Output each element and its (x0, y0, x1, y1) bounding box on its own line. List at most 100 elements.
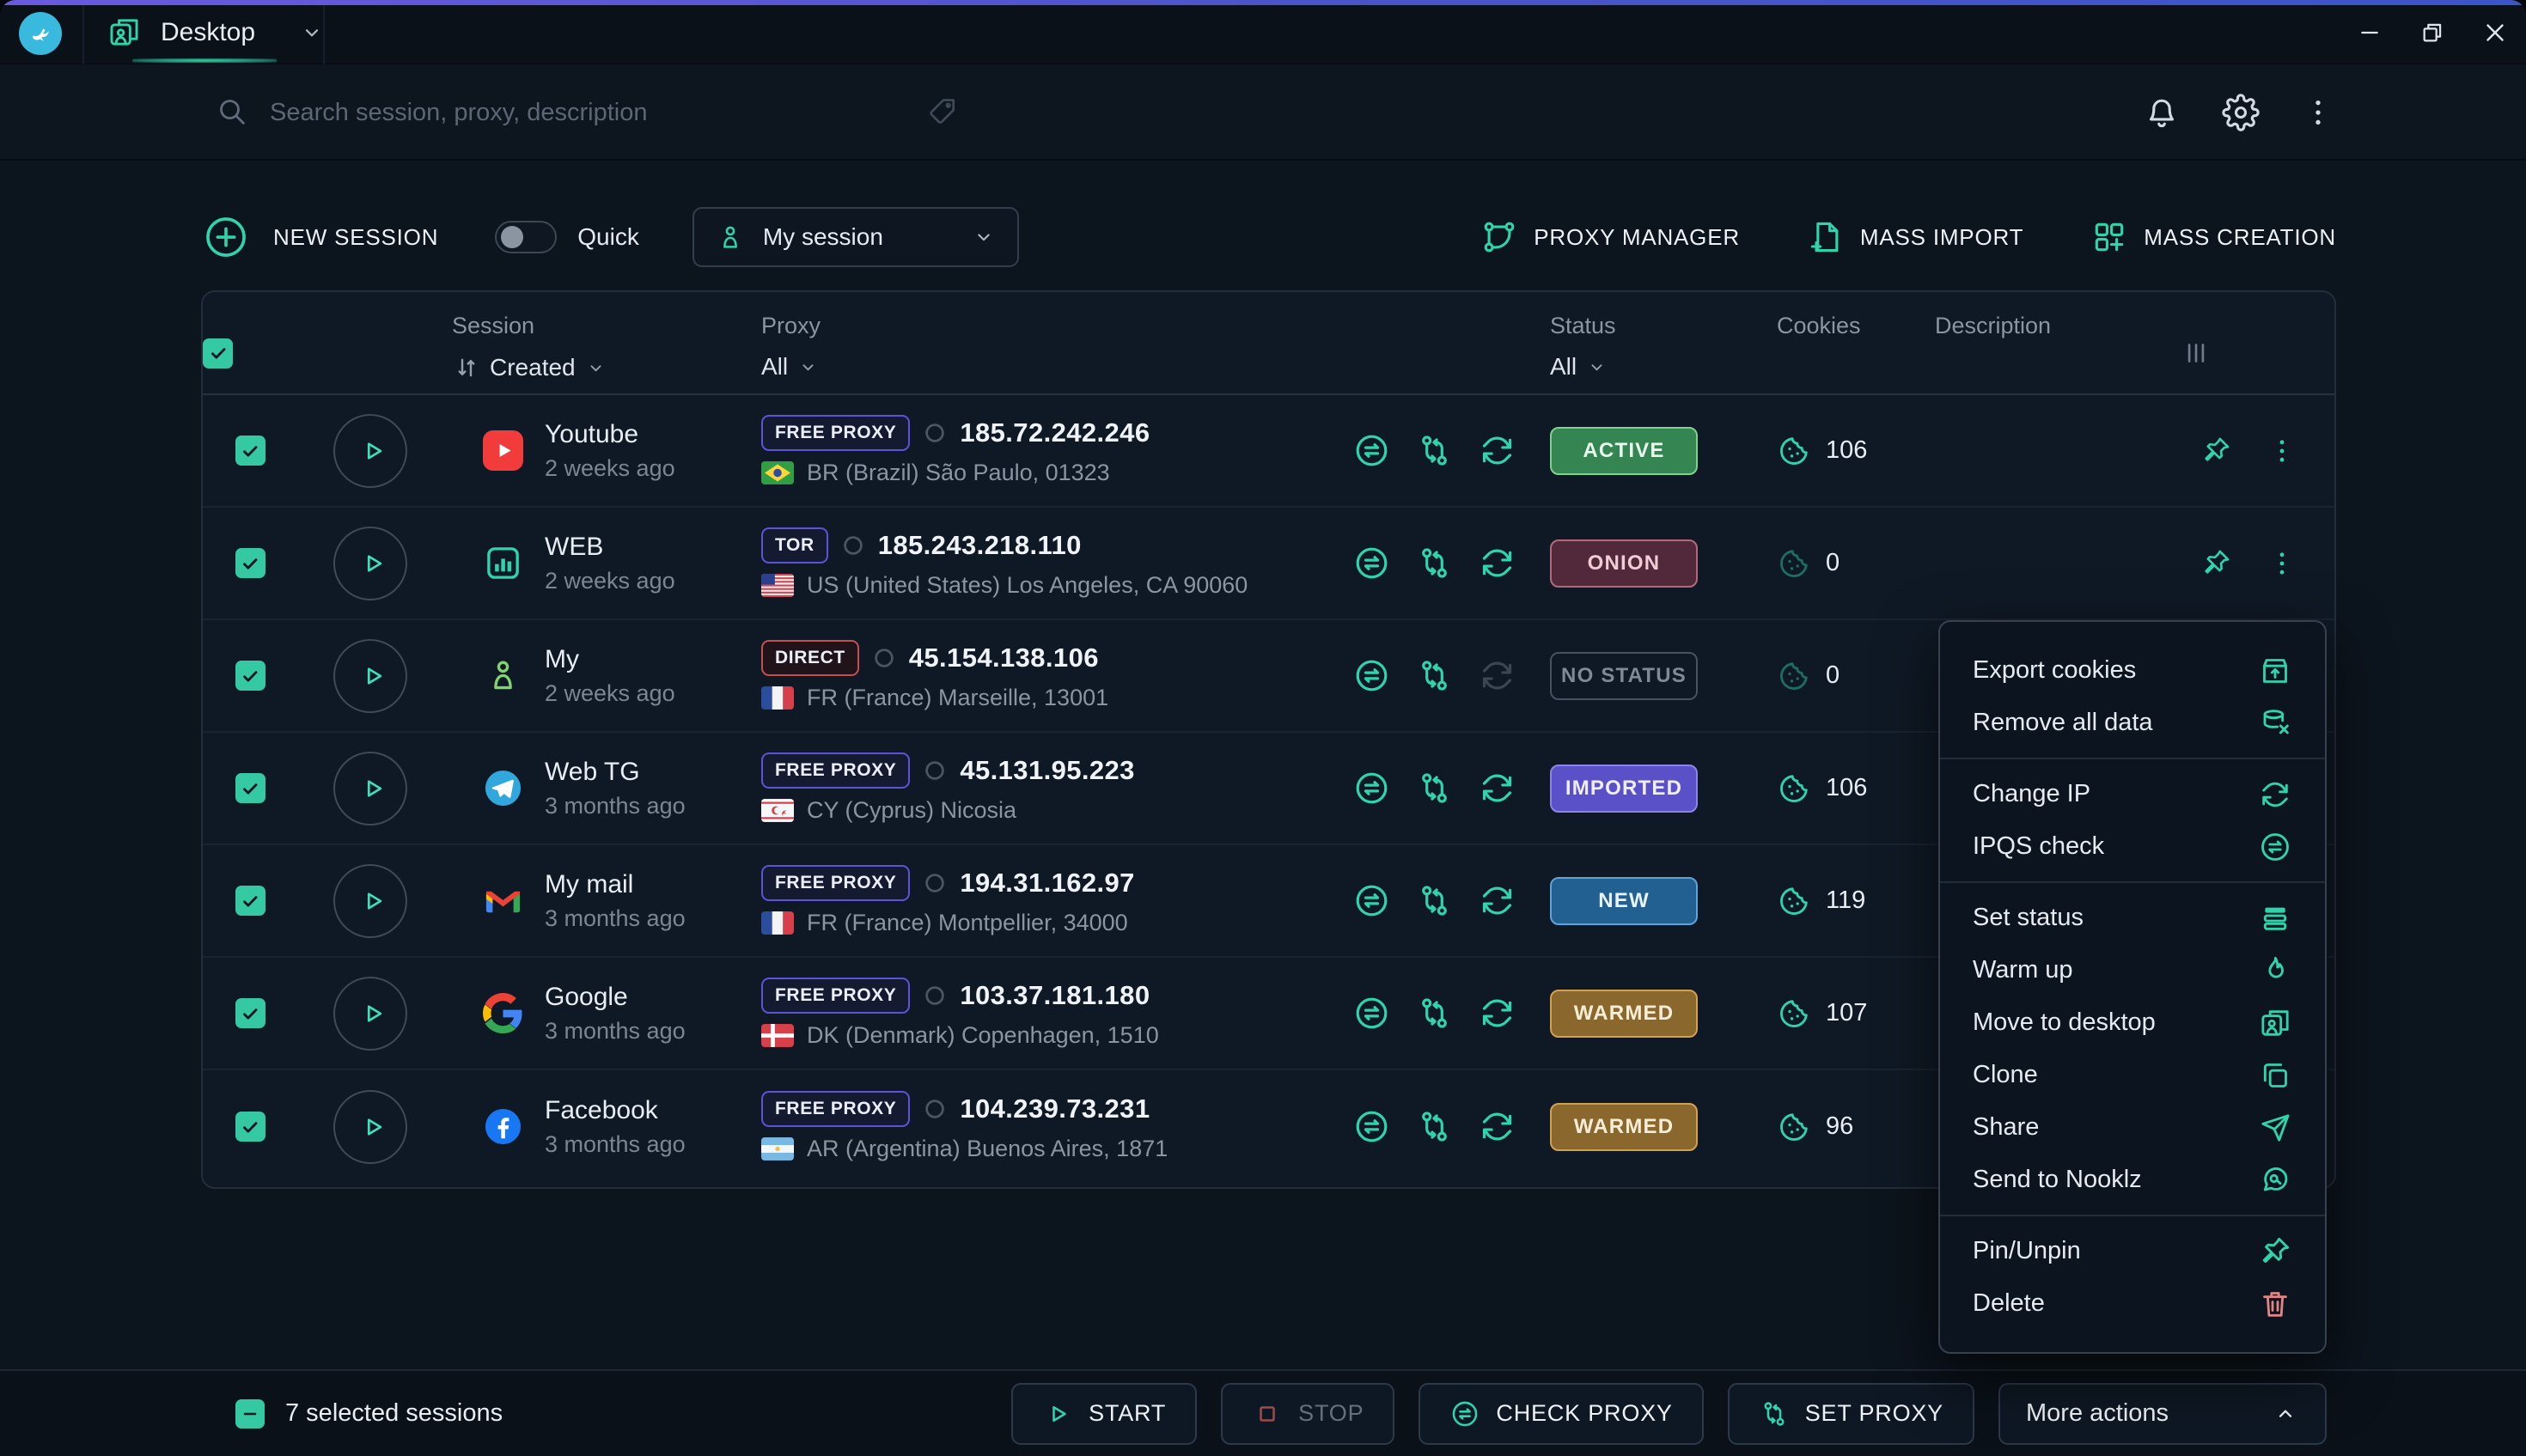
proxy-manager-button[interactable]: PROXY MANAGER (1480, 218, 1740, 256)
column-settings-icon[interactable] (2180, 337, 2300, 369)
session-name: Youtube (545, 419, 639, 448)
table-row[interactable]: Web TG 3 months ago FREE PROXY 45.131.95… (203, 733, 2334, 845)
context-menu-item-label: Move to desktop (1973, 1008, 2156, 1036)
table-header: Session Created Proxy All Status All (203, 292, 2334, 395)
check-proxy-icon-button[interactable] (1352, 881, 1391, 920)
mass-import-button[interactable]: MASS IMPORT (1807, 218, 2023, 256)
play-button[interactable] (333, 638, 407, 713)
proxy-location: DK (Denmark) Copenhagen, 1510 (807, 1022, 1159, 1048)
pin-icon[interactable] (2200, 435, 2232, 466)
row-checkbox[interactable] (235, 548, 265, 578)
check-proxy-icon-button[interactable] (1352, 656, 1391, 695)
footer-button-icon (1759, 1398, 1790, 1429)
play-button[interactable] (333, 976, 407, 1051)
set-proxy-icon-button[interactable] (1415, 431, 1454, 470)
set-proxy-icon-button[interactable] (1415, 656, 1454, 695)
context-menu-item[interactable]: Delete (1940, 1277, 2325, 1330)
session-name: Facebook (545, 1095, 658, 1124)
session-icon (483, 768, 523, 808)
play-button[interactable] (333, 751, 407, 825)
select-all-checkbox[interactable] (203, 338, 233, 369)
cookies-count: 107 (1826, 999, 1868, 1027)
row-checkbox[interactable] (235, 998, 265, 1028)
table-row[interactable]: My mail 3 months ago FREE PROXY 194.31.1… (203, 845, 2334, 958)
context-menu-item[interactable]: Set status (1940, 892, 2325, 944)
active-tab-underline (132, 58, 277, 63)
mass-creation-button[interactable]: MASS CREATION (2090, 218, 2336, 256)
indeterminate-checkbox[interactable] (235, 1398, 265, 1429)
row-menu-kebab-icon[interactable] (2267, 436, 2297, 466)
play-button[interactable] (333, 526, 407, 600)
row-checkbox[interactable] (235, 886, 265, 916)
row-checkbox[interactable] (235, 1112, 265, 1142)
table-row[interactable]: My 2 weeks ago DIRECT 45.154.138.106 FR … (203, 620, 2334, 733)
proxy-filter-control[interactable]: All (761, 353, 1303, 381)
play-button[interactable] (333, 413, 407, 488)
created-sort-control[interactable]: Created (452, 353, 744, 382)
check-proxy-icon-button[interactable] (1352, 994, 1391, 1033)
table-row[interactable]: Facebook 3 months ago FREE PROXY 104.239… (203, 1070, 2334, 1183)
close-button[interactable] (2463, 0, 2526, 64)
proxy-ip: 194.31.162.97 (960, 868, 1135, 898)
overflow-menu-icon[interactable] (2301, 95, 2335, 130)
context-menu-item[interactable]: Change IP (1940, 768, 2325, 820)
context-menu-item[interactable]: Send to Nooklz (1940, 1154, 2325, 1206)
tag-icon[interactable] (926, 95, 959, 128)
context-menu-item[interactable]: Clone (1940, 1049, 2325, 1101)
context-menu-item[interactable]: Export cookies (1940, 644, 2325, 697)
workspace-dropdown[interactable]: My session (692, 207, 1019, 267)
row-checkbox[interactable] (235, 436, 265, 466)
row-menu-kebab-icon[interactable] (2267, 548, 2297, 579)
status-filter-control[interactable]: All (1550, 353, 1749, 381)
context-menu-item[interactable]: Pin/Unpin (1940, 1225, 2325, 1277)
search-input[interactable] (268, 64, 869, 161)
set-proxy-icon-button[interactable] (1415, 1107, 1454, 1146)
settings-gear-icon[interactable] (2222, 94, 2260, 131)
row-checkbox[interactable] (235, 661, 265, 691)
new-session-button[interactable]: NEW SESSION (201, 212, 438, 262)
footer-action-button[interactable]: CHECK PROXY (1419, 1382, 1704, 1445)
chevron-down-icon (298, 19, 326, 46)
table-row[interactable]: WEB 2 weeks ago TOR 185.243.218.110 US (… (203, 508, 2334, 620)
check-proxy-icon-button[interactable] (1352, 544, 1391, 582)
context-menu-item[interactable]: Share (1940, 1101, 2325, 1154)
proxy-ip: 104.239.73.231 (960, 1094, 1150, 1124)
cookies-count: 106 (1826, 774, 1868, 801)
set-proxy-icon-button[interactable] (1415, 544, 1454, 582)
footer-action-button[interactable]: START (1011, 1382, 1198, 1445)
context-menu-item[interactable]: IPQS check (1940, 820, 2325, 873)
desktop-tab[interactable]: Desktop (82, 0, 325, 64)
check-proxy-icon-button[interactable] (1352, 769, 1391, 807)
table-row[interactable]: Youtube 2 weeks ago FREE PROXY 185.72.24… (203, 395, 2334, 508)
minimize-button[interactable] (2338, 0, 2401, 64)
play-button[interactable] (333, 1089, 407, 1164)
chevron-down-icon (971, 224, 997, 250)
more-actions-button[interactable]: More actions (1998, 1382, 2327, 1445)
proxy-type-badge: FREE PROXY (761, 978, 911, 1014)
mass-creation-label: MASS CREATION (2144, 223, 2336, 250)
row-checkbox[interactable] (235, 773, 265, 803)
footer-action-button[interactable]: STOP (1221, 1382, 1395, 1445)
play-button[interactable] (333, 863, 407, 938)
pin-icon[interactable] (2200, 547, 2232, 579)
set-proxy-icon-button[interactable] (1415, 769, 1454, 807)
set-proxy-icon-button[interactable] (1415, 994, 1454, 1033)
notifications-bell-icon[interactable] (2143, 94, 2181, 131)
more-actions-label: More actions (2026, 1399, 2169, 1427)
context-menu-item[interactable]: Warm up (1940, 944, 2325, 996)
restore-button[interactable] (2401, 0, 2463, 64)
set-proxy-icon-button[interactable] (1415, 881, 1454, 920)
context-menu-item[interactable]: Remove all data (1940, 697, 2325, 749)
check-proxy-icon-button[interactable] (1352, 1107, 1391, 1146)
country-flag-icon (761, 574, 794, 597)
footer-buttons: START STOP CHECK PROXY SET PROXY More ac… (1011, 1382, 2327, 1445)
check-proxy-icon-button[interactable] (1352, 431, 1391, 470)
table-row[interactable]: Google 3 months ago FREE PROXY 103.37.18… (203, 958, 2334, 1070)
context-menu-item[interactable]: Move to desktop (1940, 996, 2325, 1049)
status-badge: NO STATUS (1550, 651, 1698, 700)
quick-toggle[interactable] (495, 221, 558, 253)
cookies-count: 106 (1826, 436, 1868, 464)
footer-button-label: START (1089, 1400, 1167, 1426)
footer-action-button[interactable]: SET PROXY (1727, 1382, 1974, 1445)
